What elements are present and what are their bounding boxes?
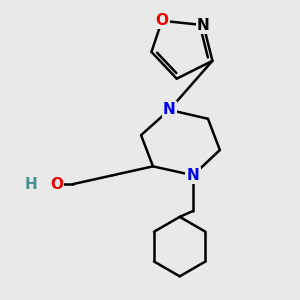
Text: H: H [25,177,38,192]
Text: N: N [163,102,176,117]
Text: O: O [155,13,168,28]
Text: N: N [187,168,200,183]
Text: O: O [50,177,63,192]
Text: N: N [197,18,210,33]
